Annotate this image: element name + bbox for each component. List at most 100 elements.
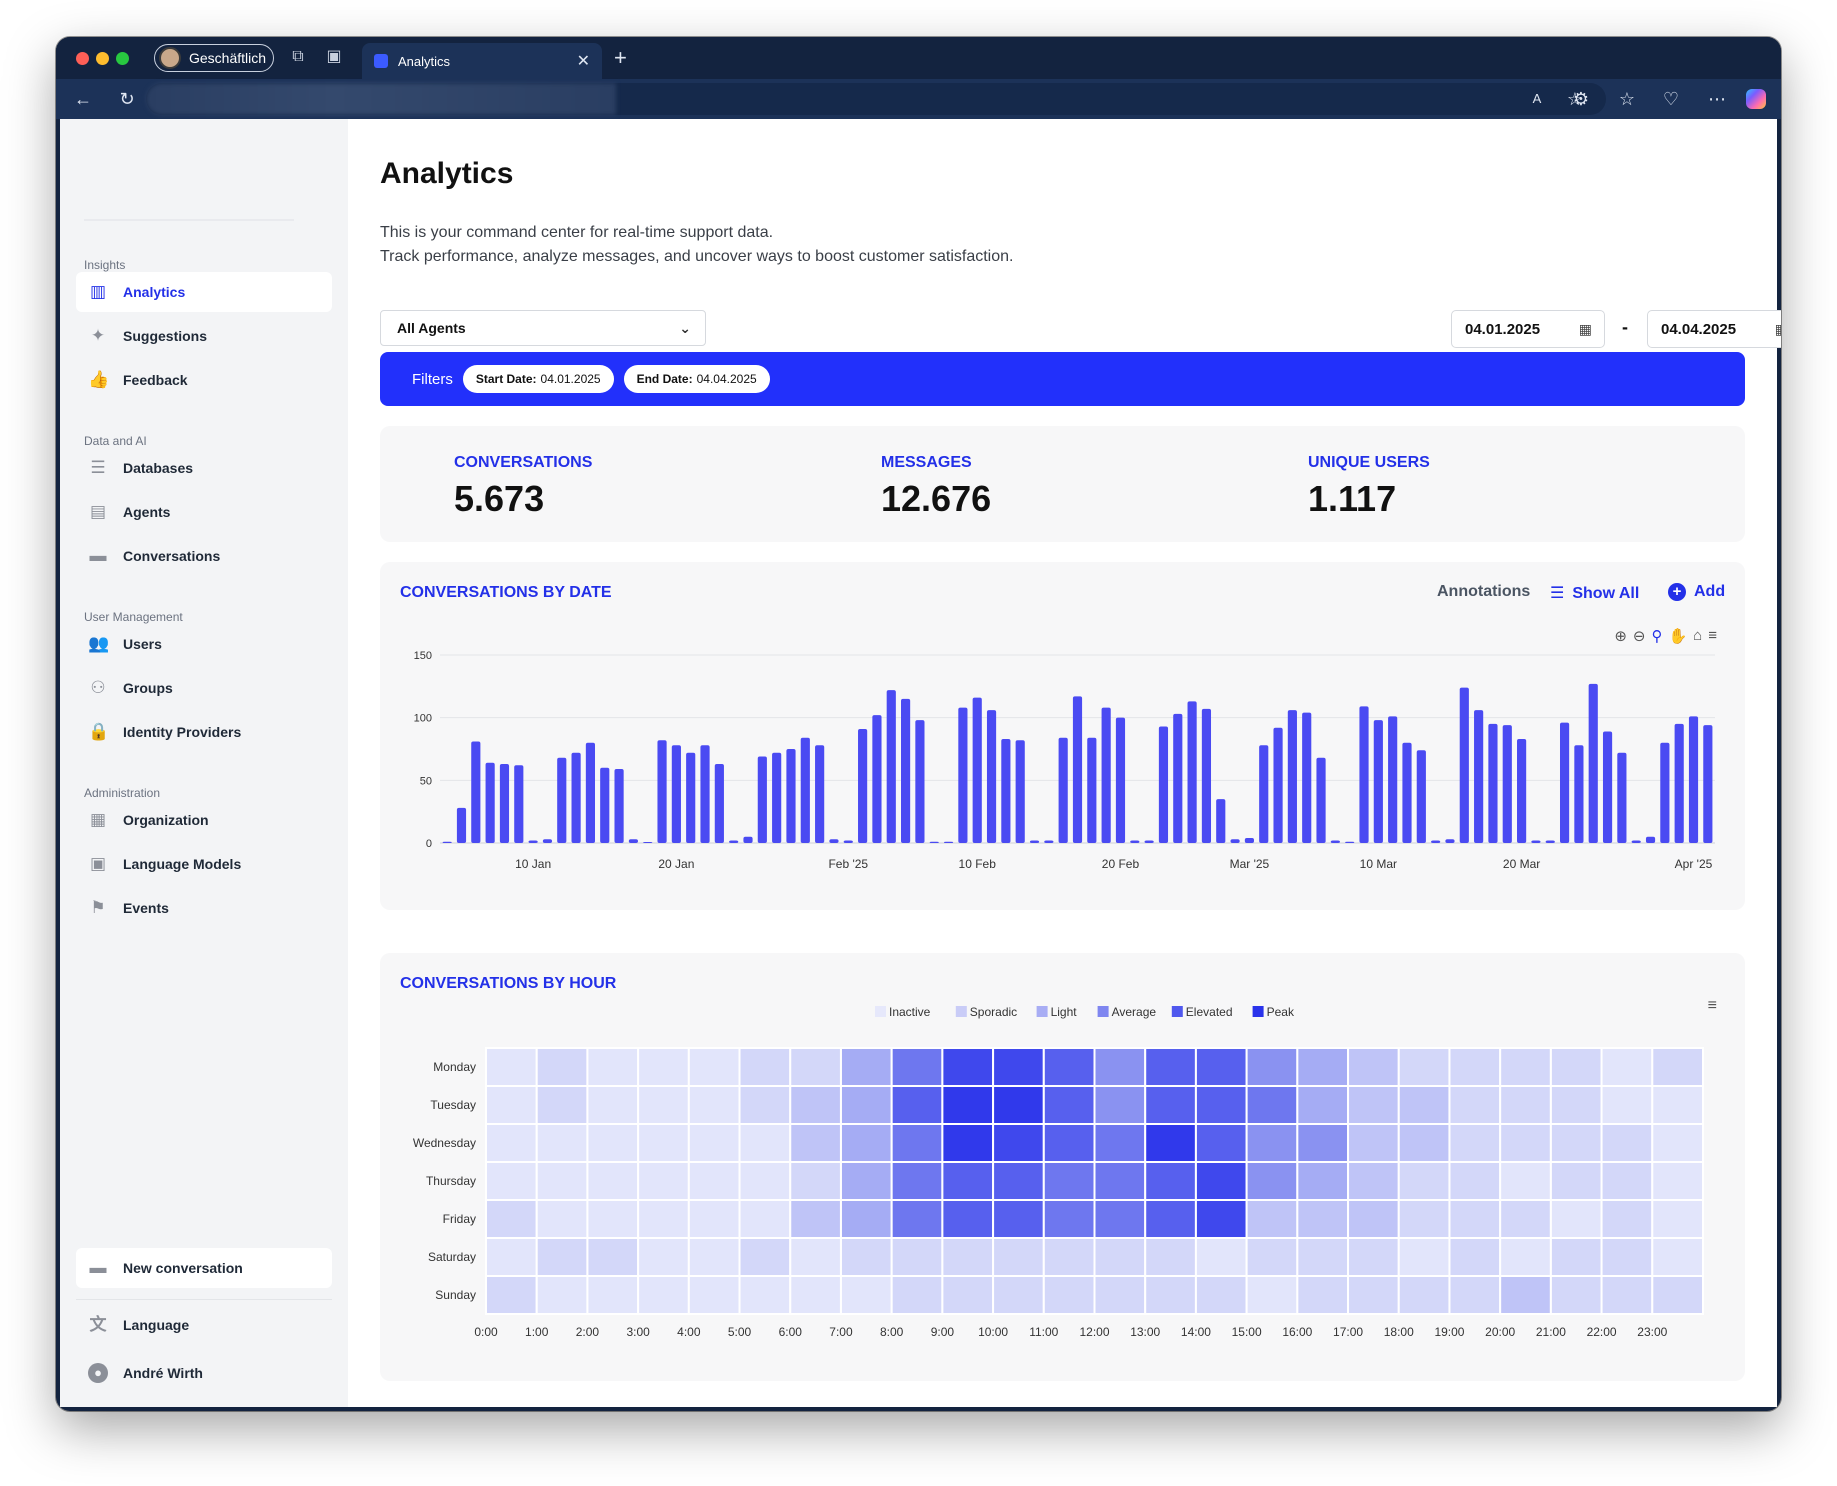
- heatmap-cell[interactable]: [789, 1047, 842, 1087]
- heatmap-cell[interactable]: [1600, 1085, 1654, 1125]
- heatmap-cell[interactable]: [1093, 1085, 1147, 1125]
- heatmap-cell[interactable]: [1448, 1275, 1502, 1315]
- heatmap-cell[interactable]: [535, 1047, 589, 1087]
- heatmap-cell[interactable]: [1499, 1047, 1552, 1087]
- heatmap-cell[interactable]: [839, 1199, 893, 1239]
- bar[interactable]: [1574, 745, 1584, 843]
- legend-swatch[interactable]: [1036, 1006, 1048, 1017]
- bar[interactable]: [1474, 710, 1484, 843]
- minimize-window-button[interactable]: [96, 52, 109, 65]
- legend-label[interactable]: Elevated: [1186, 1005, 1233, 1019]
- heatmap-cell[interactable]: [1144, 1275, 1197, 1315]
- bar[interactable]: [485, 762, 495, 843]
- bar[interactable]: [1201, 708, 1212, 843]
- sidebar-item-conversations[interactable]: ▬ Conversations: [76, 536, 332, 576]
- bar[interactable]: [1216, 799, 1226, 843]
- calendar-icon[interactable]: ▦: [1775, 321, 1781, 338]
- heatmap-cell[interactable]: [1600, 1123, 1654, 1163]
- sidebar-item-databases[interactable]: ☰ Databases: [76, 448, 332, 488]
- bar[interactable]: [815, 745, 825, 843]
- tab-actions-icon[interactable]: ▣: [326, 48, 342, 65]
- bar[interactable]: [986, 710, 997, 843]
- bar[interactable]: [743, 836, 753, 843]
- heatmap-cell[interactable]: [1651, 1123, 1704, 1163]
- bar[interactable]: [585, 742, 596, 843]
- legend-label[interactable]: Peak: [1267, 1005, 1295, 1019]
- heatmap-cell[interactable]: [637, 1199, 690, 1239]
- heatmap-cell[interactable]: [586, 1199, 640, 1239]
- heatmap-cell[interactable]: [637, 1047, 690, 1087]
- heatmap-cell[interactable]: [1194, 1085, 1248, 1125]
- bar[interactable]: [1001, 738, 1011, 843]
- bar[interactable]: [800, 737, 810, 843]
- heatmap-cell[interactable]: [1296, 1237, 1350, 1277]
- sidebar-item-language-models[interactable]: ▣ Language Models: [76, 844, 332, 884]
- heatmap-cell[interactable]: [992, 1161, 1045, 1201]
- bar[interactable]: [1302, 712, 1312, 843]
- heatmap-cell[interactable]: [738, 1275, 792, 1315]
- heatmap-cell[interactable]: [890, 1275, 944, 1315]
- heatmap-cell[interactable]: [1549, 1275, 1603, 1315]
- reset-home-icon[interactable]: ⌂: [1693, 627, 1703, 644]
- add-annotation-button[interactable]: + Add: [1668, 583, 1725, 601]
- agent-select[interactable]: All Agents ⌄: [380, 310, 706, 346]
- address-bar[interactable]: A ☆: [146, 83, 1606, 115]
- bar[interactable]: [1115, 717, 1126, 843]
- bar[interactable]: [1445, 839, 1455, 843]
- bar[interactable]: [442, 841, 452, 843]
- heatmap-cell[interactable]: [789, 1123, 842, 1163]
- close-window-button[interactable]: [76, 52, 89, 65]
- heatmap-cell[interactable]: [1600, 1199, 1654, 1239]
- bar[interactable]: [1373, 720, 1383, 843]
- bar[interactable]: [1230, 839, 1240, 843]
- extensions-icon[interactable]: ⚙: [1572, 89, 1590, 109]
- bar[interactable]: [514, 765, 524, 843]
- bar[interactable]: [1072, 696, 1083, 843]
- heatmap-cell[interactable]: [1397, 1237, 1451, 1277]
- bar[interactable]: [614, 769, 624, 843]
- heatmap-cell[interactable]: [1144, 1161, 1197, 1201]
- sidebar-item-feedback[interactable]: 👍 Feedback: [76, 360, 332, 400]
- heatmap-cell[interactable]: [789, 1275, 842, 1315]
- start-date-input[interactable]: 04.01.2025 ▦: [1451, 310, 1605, 348]
- bar[interactable]: [843, 840, 853, 843]
- heatmap-cell[interactable]: [1296, 1123, 1350, 1163]
- heatmap-cell[interactable]: [687, 1047, 741, 1087]
- heatmap-cell[interactable]: [485, 1161, 538, 1201]
- bar[interactable]: [571, 752, 581, 843]
- bar[interactable]: [1688, 716, 1699, 843]
- heatmap-cell[interactable]: [738, 1237, 792, 1277]
- bar[interactable]: [1287, 710, 1297, 843]
- bar[interactable]: [1531, 840, 1541, 843]
- heatmap-cell[interactable]: [941, 1123, 995, 1163]
- heatmap-cell[interactable]: [890, 1085, 944, 1125]
- bar[interactable]: [829, 839, 839, 843]
- bar[interactable]: [1703, 725, 1713, 843]
- heatmap-cell[interactable]: [839, 1123, 893, 1163]
- copilot-icon[interactable]: [1746, 89, 1766, 109]
- bar[interactable]: [528, 840, 538, 843]
- favorite-star-icon[interactable]: ☆: [1566, 89, 1584, 109]
- heatmap-cell[interactable]: [789, 1237, 842, 1277]
- heatmap-cell[interactable]: [1347, 1275, 1400, 1315]
- favorites-icon[interactable]: ☆: [1618, 89, 1636, 109]
- heatmap-cell[interactable]: [1499, 1199, 1552, 1239]
- bar[interactable]: [557, 757, 567, 843]
- heatmap-cell[interactable]: [1042, 1237, 1096, 1277]
- heatmap-cell[interactable]: [941, 1047, 995, 1087]
- heatmap-cell[interactable]: [485, 1275, 538, 1315]
- sidebar-item-events[interactable]: ⚑ Events: [76, 888, 332, 928]
- heatmap-cell[interactable]: [485, 1199, 538, 1239]
- heatmap-cell[interactable]: [1093, 1123, 1147, 1163]
- bar[interactable]: [1459, 687, 1469, 843]
- heatmap-cell[interactable]: [890, 1047, 944, 1087]
- bar[interactable]: [958, 707, 968, 843]
- heatmap-cell[interactable]: [839, 1085, 893, 1125]
- bar[interactable]: [1330, 840, 1340, 843]
- heatmap-cell[interactable]: [839, 1161, 893, 1201]
- bar[interactable]: [1517, 738, 1527, 843]
- heatmap-cell[interactable]: [1245, 1085, 1299, 1125]
- heatmap-cell[interactable]: [1144, 1237, 1197, 1277]
- heatmap-cell[interactable]: [992, 1199, 1045, 1239]
- heatmap-cell[interactable]: [1347, 1123, 1400, 1163]
